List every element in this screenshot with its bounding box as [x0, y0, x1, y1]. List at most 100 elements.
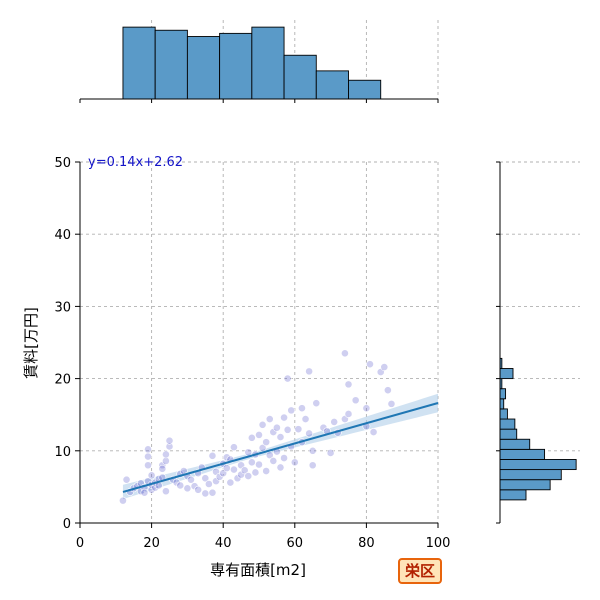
scatter-point — [230, 465, 238, 474]
regression-line — [122, 402, 439, 493]
scatter-point — [308, 446, 317, 455]
right-hist-bar — [499, 368, 514, 380]
scatter-point — [144, 452, 152, 461]
scatter-point — [144, 445, 152, 454]
scatter-point — [140, 488, 149, 497]
regression-line-group — [122, 402, 439, 493]
axes — [79, 98, 501, 524]
scatter-point — [280, 454, 288, 462]
x-axis-label: 専有面積[m2] — [210, 561, 306, 579]
right-hist-bar — [499, 469, 562, 481]
scatter-point — [183, 484, 192, 493]
x-tick-label: 40 — [215, 536, 232, 551]
x-tick-label: 60 — [287, 536, 304, 551]
scatter-point — [383, 386, 392, 395]
scatter-point — [369, 428, 378, 436]
scatter-point — [308, 461, 317, 470]
scatter-point — [201, 489, 210, 498]
scatter-point — [226, 478, 235, 487]
scatter-point — [344, 380, 353, 389]
scatter-point — [244, 448, 253, 457]
top-hist-bar — [251, 26, 285, 100]
right-hist-bar — [499, 398, 505, 410]
scatter-point — [176, 481, 185, 490]
scatter-point — [165, 436, 174, 445]
scatter-point — [265, 415, 274, 423]
scatter-point — [298, 404, 306, 413]
right-hist-grid — [500, 161, 580, 452]
right-hist-bar — [499, 438, 531, 450]
scatter-points — [119, 349, 396, 505]
scatter-point — [122, 475, 131, 484]
top-hist-bar — [348, 79, 382, 100]
x-tick-label: 0 — [76, 536, 84, 551]
top-hist-bar — [186, 36, 221, 100]
top-hist-bar — [154, 29, 188, 100]
scatter-point — [204, 480, 213, 488]
scatter-point — [276, 433, 285, 441]
scatter-point — [287, 406, 296, 415]
scatter-point — [187, 475, 195, 484]
scatter-point — [251, 468, 260, 477]
top-hist-bar — [283, 54, 317, 100]
scatter-point — [305, 367, 314, 376]
ticks: 0 20 40 60 80 100 0 10 20 30 40 50 — [54, 99, 500, 551]
scatter-point — [280, 413, 288, 422]
right-hist-bar — [499, 428, 518, 440]
scatter-point — [194, 485, 203, 494]
top-hist-bar — [122, 26, 156, 100]
scatter-point — [262, 467, 271, 475]
scatter-point — [312, 399, 321, 408]
scatter-point — [208, 451, 217, 460]
scatter-point — [147, 471, 156, 480]
scatter-point — [162, 457, 170, 465]
y-tick-label: 20 — [54, 373, 71, 388]
scatter-point — [222, 464, 231, 473]
scatter-point — [290, 458, 299, 467]
scatter-point — [119, 496, 127, 505]
scatter-point — [366, 360, 374, 369]
right-hist-bar — [499, 489, 527, 501]
district-badge: 栄区 — [398, 558, 443, 584]
scatter-point — [330, 418, 339, 426]
right-hist-bar — [499, 459, 577, 471]
right-hist-bar — [499, 479, 551, 491]
scatter-point — [283, 425, 292, 434]
scatter-point — [230, 443, 238, 452]
scatter-point — [269, 457, 278, 465]
scatter-point — [344, 410, 353, 418]
regression-equation: y=0.14x+2.62 — [88, 155, 183, 170]
scatter-point — [276, 463, 285, 472]
scatter-point — [255, 460, 263, 469]
y-tick-label: 0 — [63, 517, 71, 532]
scatter-point — [144, 461, 152, 470]
top-histogram — [122, 26, 382, 100]
scatter-point — [272, 423, 281, 432]
scatter-point — [255, 431, 263, 439]
scatter-point — [262, 438, 271, 447]
scatter-point — [158, 464, 167, 473]
scatter-point — [326, 449, 335, 457]
scatter-point — [208, 488, 217, 497]
right-hist-bar — [499, 448, 546, 460]
right-hist-bar — [499, 388, 507, 400]
x-tick-label: 80 — [358, 536, 375, 551]
right-histogram — [499, 357, 577, 501]
scatter-point — [294, 425, 303, 434]
scatter-point — [165, 442, 174, 451]
scatter-point — [380, 363, 389, 371]
y-axis-label: 賃料[万円] — [22, 307, 40, 379]
scatter-point — [341, 349, 349, 358]
right-hist-bar — [499, 408, 508, 420]
scatter-point — [258, 420, 267, 429]
scatter-point — [362, 404, 371, 413]
x-tick-label: 20 — [143, 536, 160, 551]
scatter-point — [240, 466, 249, 475]
x-tick-label: 100 — [426, 536, 451, 551]
scatter-point — [301, 415, 310, 423]
right-hist-bar — [499, 418, 516, 430]
y-tick-label: 10 — [54, 445, 71, 460]
scatter-point — [283, 374, 292, 383]
top-hist-bar — [219, 32, 253, 100]
